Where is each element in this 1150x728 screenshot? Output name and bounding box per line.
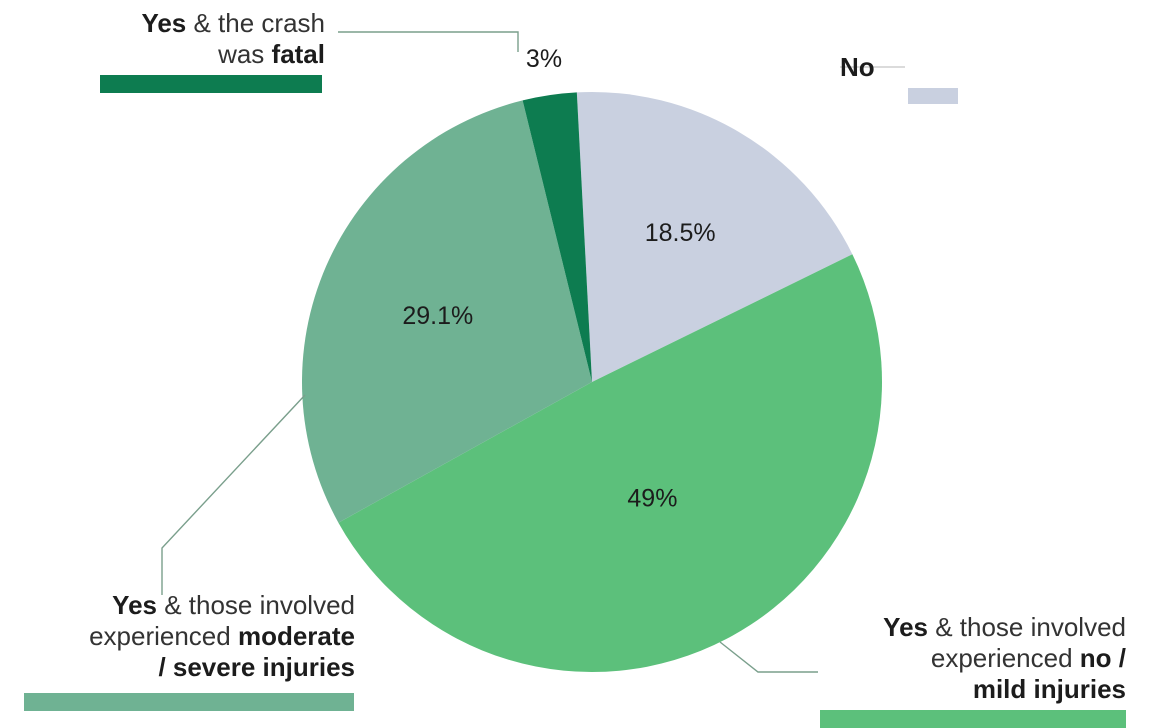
legend-label-mild: Yes & those involved experienced no / mild… xyxy=(790,612,1126,705)
slice-value-label-fatal: 3% xyxy=(526,45,562,73)
legend-line: was fatal xyxy=(218,39,325,69)
legend-label-fatal: Yes & the crash was fatal xyxy=(80,8,325,70)
legend-line: / severe injuries xyxy=(158,652,355,682)
legend-swatch-mild xyxy=(820,710,1126,728)
legend-line: Yes & the crash xyxy=(141,8,325,38)
legend-line: Yes & those involved xyxy=(112,590,355,620)
pie-slice-severe xyxy=(301,100,592,523)
leader-line-severe xyxy=(161,394,306,595)
legend-swatch-severe xyxy=(24,693,354,711)
legend-swatch-no xyxy=(908,88,958,104)
legend-label-severe: Yes & those involved experienced moderate… xyxy=(20,590,355,683)
legend-label-no: No xyxy=(840,52,875,83)
legend-line: experienced moderate xyxy=(89,621,355,651)
pie-slice-no xyxy=(576,92,853,382)
slice-value-label-mild: 49% xyxy=(627,485,677,513)
pie-slice-fatal xyxy=(522,92,592,383)
legend-line: Yes & those involved xyxy=(883,612,1126,642)
leader-line-fatal xyxy=(338,31,519,52)
slice-value-label-no: 18.5% xyxy=(645,219,716,247)
leader-line-mild xyxy=(719,641,818,673)
legend-line: mild injuries xyxy=(972,674,1126,704)
slice-value-label-severe: 29.1% xyxy=(402,302,473,330)
legend-line: No xyxy=(840,52,875,82)
legend-line: experienced no / xyxy=(930,643,1126,673)
pie-slice-mild xyxy=(338,254,883,673)
legend-swatch-fatal xyxy=(100,75,322,93)
